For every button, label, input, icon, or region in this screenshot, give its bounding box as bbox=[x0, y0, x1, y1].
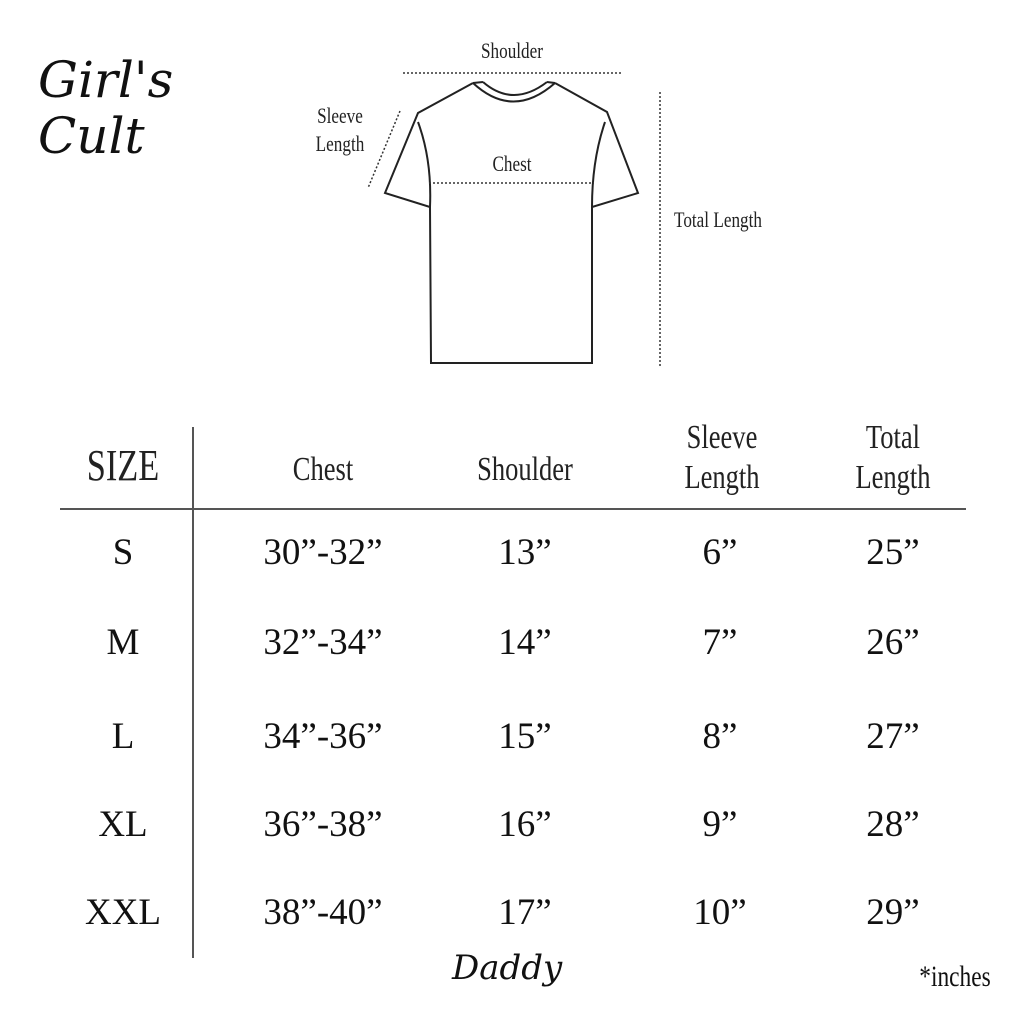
sleeve-label-2: Length bbox=[315, 131, 365, 156]
table-divider-vertical bbox=[192, 427, 194, 958]
header-text: SIZE bbox=[86, 441, 160, 490]
measurement-cell: 38”-40” bbox=[263, 892, 383, 933]
measurement-cell: 16” bbox=[498, 804, 552, 845]
measurement-cell: 7” bbox=[702, 622, 738, 663]
header-chest: Chest bbox=[237, 450, 409, 490]
measurement-cell: 25” bbox=[866, 532, 920, 573]
sleeve-line bbox=[367, 110, 401, 189]
header-text: Total bbox=[865, 419, 921, 456]
measurement-cell: 32”-34” bbox=[263, 622, 383, 663]
measurement-cell: 9” bbox=[702, 804, 738, 845]
header-text: Sleeve bbox=[686, 419, 758, 456]
tshirt-diagram bbox=[367, 72, 661, 368]
tshirt-outline bbox=[383, 81, 640, 364]
header-total-length: Total Length bbox=[807, 418, 979, 498]
header-text: Chest bbox=[292, 451, 354, 488]
measurement-cell: 8” bbox=[702, 716, 738, 757]
unit-note: *inches bbox=[919, 960, 991, 993]
measure-lines bbox=[367, 72, 661, 368]
brand-logo: Girl's Cult bbox=[38, 52, 208, 164]
shoulder-label: Shoulder bbox=[481, 38, 543, 63]
logo-line-1: Girl's bbox=[38, 51, 174, 109]
measurement-cell: 34”-36” bbox=[263, 716, 383, 757]
size-cell: S bbox=[112, 532, 134, 573]
measurement-cell: 13” bbox=[498, 532, 552, 573]
signature: Daddy bbox=[452, 948, 563, 988]
measurement-cell: 17” bbox=[498, 892, 552, 933]
measurement-cell: 26” bbox=[866, 622, 920, 663]
measurement-cell: 30”-32” bbox=[263, 532, 383, 573]
measurement-cell: 28” bbox=[866, 804, 920, 845]
header-sleeve-length: Sleeve Length bbox=[636, 418, 808, 498]
size-cell: XL bbox=[98, 804, 148, 845]
measurement-cell: 15” bbox=[498, 716, 552, 757]
size-cell: M bbox=[106, 622, 140, 663]
header-text: Shoulder bbox=[477, 451, 573, 488]
header-size: SIZE bbox=[37, 444, 209, 488]
chest-label: Chest bbox=[492, 151, 532, 176]
total-length-label: Total Length bbox=[674, 207, 762, 232]
measurement-cell: 36”-38” bbox=[263, 804, 383, 845]
measurement-cell: 10” bbox=[693, 892, 747, 933]
logo-line-2: Cult bbox=[38, 107, 145, 165]
header-shoulder: Shoulder bbox=[439, 450, 611, 490]
measurement-cell: 27” bbox=[866, 716, 920, 757]
measurement-cell: 14” bbox=[498, 622, 552, 663]
size-cell: L bbox=[111, 716, 135, 757]
header-text: Length bbox=[855, 459, 931, 496]
measurement-cell: 29” bbox=[866, 892, 920, 933]
measurement-cell: 6” bbox=[702, 532, 738, 573]
sleeve-label-1: Sleeve bbox=[317, 103, 363, 128]
header-text: Length bbox=[684, 459, 760, 496]
size-cell: XXL bbox=[84, 892, 162, 933]
table-divider-horizontal bbox=[60, 508, 966, 510]
